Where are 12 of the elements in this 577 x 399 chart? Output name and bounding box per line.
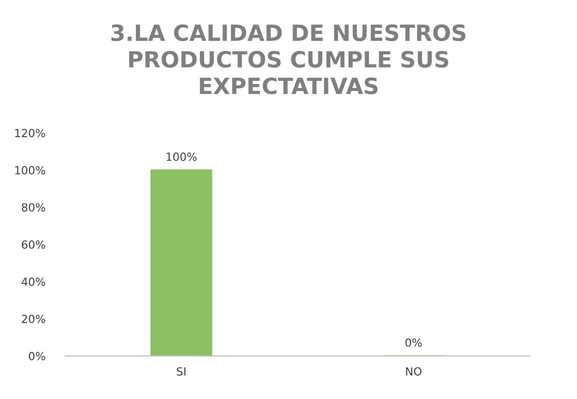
y-tick-label: 20% (22, 314, 46, 324)
x-tick-label: NO (406, 367, 422, 376)
y-tick-label: 40% (22, 278, 46, 286)
data-label: 0% (405, 338, 422, 347)
data-label: 100% (166, 152, 197, 161)
x-tick-label: SI (176, 367, 186, 376)
y-tick-label: 100% (15, 166, 46, 174)
chart-title: 3.LA CALIDAD DE NUESTROS PRODUCTOS CUMPLE SUS EXPECTATIVAS (111, 24, 466, 94)
y-tick-label: 0% (28, 352, 46, 360)
y-tick-label: 120% (15, 128, 46, 138)
y-tick-label: 80% (22, 203, 46, 212)
y-tick-label: 60% (22, 240, 46, 249)
